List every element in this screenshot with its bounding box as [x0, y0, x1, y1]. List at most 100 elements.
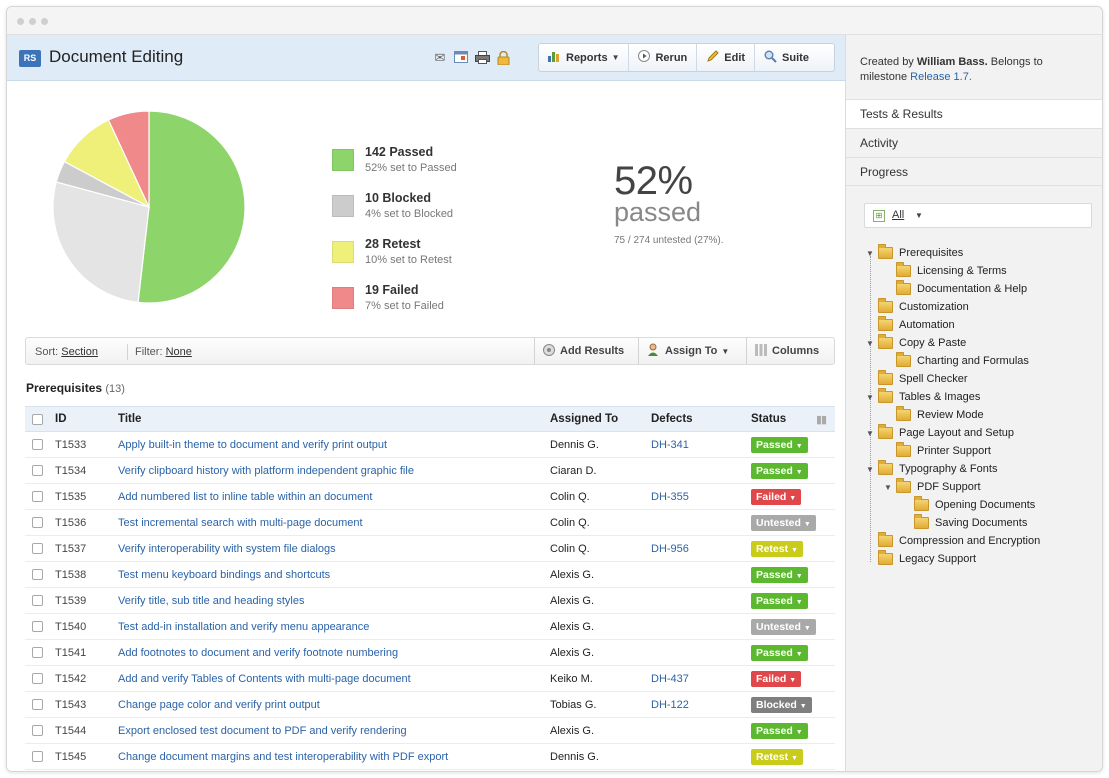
expand-arrow-icon[interactable]: ▼ — [866, 338, 874, 348]
tree-node[interactable]: Opening Documents — [902, 496, 1035, 514]
test-title-link[interactable]: Export enclosed test document to PDF and… — [118, 725, 407, 737]
test-title-link[interactable]: Verify interoperability with system file… — [118, 543, 336, 555]
test-title-link[interactable]: Verify clipboard history with platform i… — [118, 465, 414, 477]
row-checkbox[interactable] — [32, 543, 43, 554]
status-dropdown[interactable]: Passed ▼ — [751, 463, 808, 479]
tree-node[interactable]: ▼ Tables & Images — [866, 388, 980, 406]
table-row[interactable]: T1540 Test add-in installation and verify… — [25, 614, 835, 640]
test-title-link[interactable]: Change document margins and test interop… — [118, 751, 449, 763]
tree-node[interactable]: Legacy Support — [866, 550, 976, 568]
row-checkbox[interactable] — [32, 725, 43, 736]
table-row[interactable]: T1543 Change page color and verify print … — [25, 692, 835, 718]
tab-progress[interactable]: Progress — [846, 157, 1102, 186]
window-zoom-dot[interactable] — [41, 18, 48, 25]
expand-arrow-icon[interactable]: ▼ — [884, 482, 892, 492]
columns-button[interactable]: Columns — [746, 338, 827, 364]
row-checkbox[interactable] — [32, 491, 43, 502]
window-minimize-dot[interactable] — [29, 18, 36, 25]
milestone-link[interactable]: Release 1.7. — [910, 71, 972, 83]
table-row[interactable]: T1544 Export enclosed test document to PD… — [25, 718, 835, 744]
tree-node[interactable]: Spell Checker — [866, 370, 967, 388]
tree-node[interactable]: ▼ Typography & Fonts — [866, 460, 997, 478]
printer-icon[interactable] — [474, 51, 490, 65]
expand-arrow-icon[interactable]: ▼ — [866, 464, 874, 474]
table-row[interactable]: T1534 Verify clipboard history with platf… — [25, 458, 835, 484]
suite-button[interactable]: Suite — [755, 44, 818, 71]
tree-node[interactable]: ▼ PDF Support — [884, 478, 981, 496]
expand-arrow-icon[interactable]: ▼ — [866, 392, 874, 402]
defect-link[interactable]: DH-956 — [651, 543, 689, 555]
test-title-link[interactable]: Test incremental search with multi-page … — [118, 517, 363, 529]
table-row[interactable]: T1539 Verify title, sub title and heading… — [25, 588, 835, 614]
status-dropdown[interactable]: Passed ▼ — [751, 567, 808, 583]
tree-filter-dropdown[interactable]: ⊞ All ▼ — [864, 203, 1092, 228]
column-header-title[interactable]: Title — [118, 413, 142, 425]
tree-node[interactable]: Licensing & Terms — [884, 262, 1007, 280]
row-checkbox[interactable] — [32, 751, 43, 762]
defect-link[interactable]: DH-122 — [651, 699, 689, 711]
status-dropdown[interactable]: Retest ▼ — [751, 541, 803, 557]
select-all-checkbox[interactable] — [32, 414, 43, 425]
status-dropdown[interactable]: Untested ▼ — [751, 515, 816, 531]
test-title-link[interactable]: Add footnotes to document and verify foo… — [118, 647, 399, 659]
status-dropdown[interactable]: Retest ▼ — [751, 749, 803, 765]
test-title-link[interactable]: Apply built-in theme to document and ver… — [118, 439, 388, 451]
test-title-link[interactable]: Test menu keyboard bindings and shortcut… — [118, 569, 331, 581]
tree-node[interactable]: Automation — [866, 316, 955, 334]
status-dropdown[interactable]: Failed ▼ — [751, 671, 802, 687]
tree-node[interactable]: Printer Support — [884, 442, 991, 460]
filter-control[interactable]: Filter: None — [135, 346, 192, 358]
status-dropdown[interactable]: Passed ▼ — [751, 723, 808, 739]
tree-node[interactable]: ▼ Prerequisites — [866, 244, 963, 262]
edit-button[interactable]: Edit — [697, 44, 756, 71]
row-checkbox[interactable] — [32, 439, 43, 450]
tab-tests-results[interactable]: Tests & Results — [846, 99, 1102, 128]
tab-activity[interactable]: Activity — [846, 128, 1102, 157]
status-dropdown[interactable]: Blocked ▼ — [751, 697, 812, 713]
tree-node[interactable]: Charting and Formulas — [884, 352, 1029, 370]
status-dropdown[interactable]: Untested ▼ — [751, 619, 816, 635]
table-row[interactable]: T1545 Change document margins and test in… — [25, 744, 835, 770]
defect-link[interactable]: DH-355 — [651, 491, 689, 503]
test-title-link[interactable]: Add and verify Tables of Contents with m… — [118, 673, 411, 685]
row-checkbox[interactable] — [32, 647, 43, 658]
tree-node[interactable]: Customization — [866, 298, 969, 316]
table-row[interactable]: T1535 Add numbered list to inline table w… — [25, 484, 835, 510]
tree-node[interactable]: Compression and Encryption — [866, 532, 1040, 550]
reports-button[interactable]: Reports ▼ — [539, 44, 630, 71]
defect-link[interactable]: DH-341 — [651, 439, 689, 451]
assign-to-button[interactable]: Assign To ▼ — [638, 338, 737, 364]
table-row[interactable]: T1533 Apply built-in theme to document an… — [25, 432, 835, 458]
table-row[interactable]: T1541 Add footnotes to document and verif… — [25, 640, 835, 666]
tree-node[interactable]: ▼ Copy & Paste — [866, 334, 966, 352]
column-header-defects[interactable]: Defects — [651, 413, 693, 425]
row-checkbox[interactable] — [32, 673, 43, 684]
test-title-link[interactable]: Verify title, sub title and heading styl… — [118, 595, 305, 607]
row-checkbox[interactable] — [32, 569, 43, 580]
table-row[interactable]: T1537 Verify interoperability with system… — [25, 536, 835, 562]
table-row[interactable]: T1542 Add and verify Tables of Contents w… — [25, 666, 835, 692]
tree-node[interactable]: Saving Documents — [902, 514, 1027, 532]
column-header-assigned[interactable]: Assigned To — [550, 413, 619, 425]
row-checkbox[interactable] — [32, 595, 43, 606]
sort-value[interactable]: Section — [61, 346, 98, 358]
test-title-link[interactable]: Test add-in installation and verify menu… — [118, 621, 370, 633]
expand-arrow-icon[interactable]: ▼ — [866, 428, 874, 438]
table-row[interactable]: T1538 Test menu keyboard bindings and sho… — [25, 562, 835, 588]
tree-node[interactable]: Review Mode — [884, 406, 984, 424]
tree-node[interactable]: Documentation & Help — [884, 280, 1027, 298]
sort-control[interactable]: Sort: Section — [35, 346, 98, 358]
status-dropdown[interactable]: Failed ▼ — [751, 489, 802, 505]
row-checkbox[interactable] — [32, 517, 43, 528]
table-row[interactable]: T1536 Test incremental search with multi-… — [25, 510, 835, 536]
status-dropdown[interactable]: Passed ▼ — [751, 593, 808, 609]
test-title-link[interactable]: Add numbered list to inline table within… — [118, 491, 373, 503]
rerun-button[interactable]: Rerun — [629, 44, 698, 71]
row-checkbox[interactable] — [32, 699, 43, 710]
defect-link[interactable]: DH-437 — [651, 673, 689, 685]
column-header-status[interactable]: Status — [751, 413, 787, 425]
expand-arrow-icon[interactable]: ▼ — [866, 248, 874, 258]
status-dropdown[interactable]: Passed ▼ — [751, 645, 808, 661]
status-dropdown[interactable]: Passed ▼ — [751, 437, 808, 453]
calendar-icon[interactable] — [453, 51, 469, 65]
